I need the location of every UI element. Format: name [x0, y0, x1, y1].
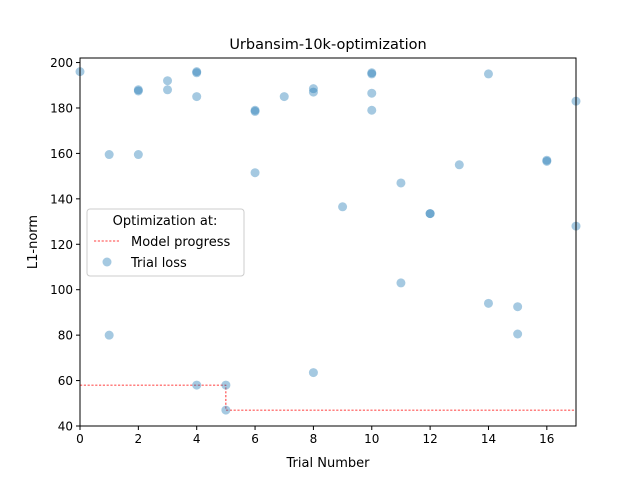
- x-axis-label: Trial Number: [286, 456, 371, 471]
- trial-loss-point: [483, 298, 493, 308]
- legend-model-progress-label: Model progress: [131, 235, 231, 250]
- trial-loss-point: [250, 168, 260, 178]
- trial-loss-point: [133, 150, 143, 160]
- legend-box: [86, 208, 245, 277]
- trial-loss-point: [192, 68, 202, 78]
- trial-loss-point: [396, 278, 406, 288]
- trial-loss-point: [308, 84, 318, 94]
- trial-loss-point: [133, 85, 143, 95]
- plot-frame: [79, 57, 577, 427]
- x-tick-label: 0: [76, 432, 84, 446]
- y-tick-label: 180: [50, 101, 73, 115]
- trial-loss-point: [454, 160, 464, 170]
- model-progress-path: [80, 384, 576, 411]
- trial-loss-point: [367, 88, 377, 98]
- x-tick-label: 16: [539, 432, 554, 446]
- y-tick-label: 200: [50, 56, 73, 70]
- y-axis: 40 60 80 100 120 140 160 180 200: [50, 56, 80, 434]
- x-tick-label: 8: [310, 432, 318, 446]
- trial-loss-point: [367, 68, 377, 78]
- trial-loss-point: [133, 86, 143, 96]
- y-axis-label: L1-norm: [26, 215, 41, 269]
- trial-loss-point: [104, 330, 114, 340]
- x-tick-label: 12: [422, 432, 437, 446]
- trial-loss-point: [221, 405, 231, 415]
- y-tick-label: 120: [50, 238, 73, 252]
- y-tick-label: 140: [50, 192, 73, 206]
- trial-loss-point: [192, 67, 202, 77]
- trial-loss-point: [425, 209, 435, 219]
- trial-loss-point: [513, 302, 523, 312]
- x-tick-label: 4: [193, 432, 201, 446]
- trial-loss-point: [250, 105, 260, 115]
- trial-loss-point: [338, 202, 348, 212]
- chart-title: Urbansim-10k-optimization: [229, 37, 426, 53]
- trial-loss-point: [250, 106, 260, 116]
- trial-loss-point: [425, 209, 435, 219]
- trial-loss-point: [308, 87, 318, 97]
- x-tick-label: 6: [251, 432, 259, 446]
- trial-loss-point: [396, 178, 406, 188]
- trial-loss-point: [192, 92, 202, 102]
- trial-loss-point: [163, 76, 173, 86]
- trial-loss-point: [163, 85, 173, 95]
- legend: Optimization at: Model progress Trial lo…: [86, 208, 245, 277]
- y-tick-label: 80: [58, 329, 73, 343]
- x-axis: 0 2 4 6 8 10 12 14 16: [76, 426, 554, 446]
- trial-loss-point: [542, 155, 552, 165]
- trial-loss-point: [104, 150, 114, 160]
- x-tick-label: 10: [364, 432, 379, 446]
- legend-trial-loss-label: Trial loss: [130, 256, 187, 271]
- plot-area: [75, 57, 581, 427]
- x-tick-label: 14: [481, 432, 496, 446]
- trial-loss-point: [542, 156, 552, 166]
- legend-title: Optimization at:: [113, 214, 218, 229]
- trial-loss-point: [367, 69, 377, 79]
- trial-loss-point: [221, 380, 231, 390]
- y-tick-label: 160: [50, 147, 73, 161]
- y-tick-label: 100: [50, 283, 73, 297]
- model-progress-line: [80, 384, 576, 411]
- x-tick-label: 2: [135, 432, 143, 446]
- legend-trial-loss-swatch: [102, 257, 112, 267]
- trial-loss-point: [192, 380, 202, 390]
- trial-loss-point: [279, 92, 289, 102]
- y-tick-label: 60: [58, 374, 73, 388]
- y-tick-label: 40: [58, 420, 73, 434]
- trial-loss-points: [75, 67, 581, 415]
- trial-loss-point: [308, 368, 318, 378]
- trial-loss-point: [513, 329, 523, 339]
- trial-loss-point: [483, 69, 493, 79]
- trial-loss-point: [367, 105, 377, 115]
